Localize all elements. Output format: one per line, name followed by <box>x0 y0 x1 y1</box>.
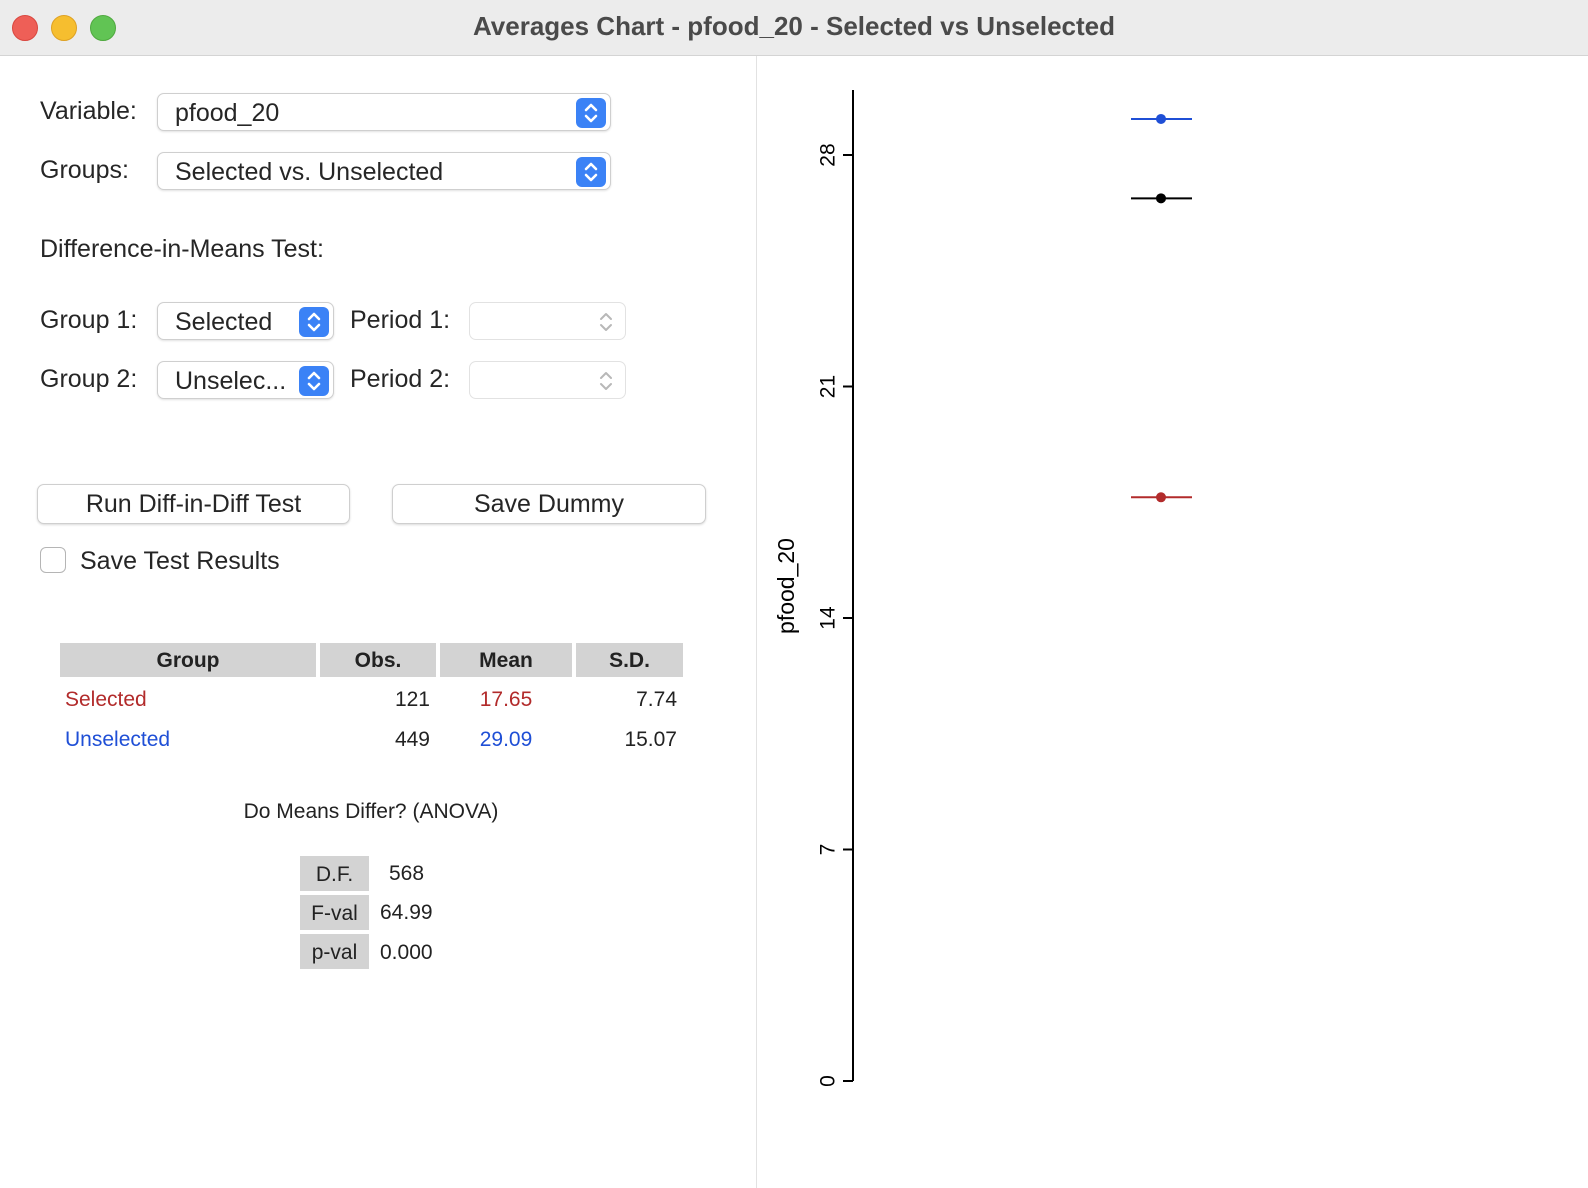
table-header-group: Group <box>60 643 316 677</box>
save-test-results-label: Save Test Results <box>80 547 280 575</box>
groups-select-value: Selected vs. Unselected <box>175 158 444 186</box>
group2-select-value: Unselec... <box>175 367 287 395</box>
groups-select[interactable]: Selected vs. Unselected <box>157 152 611 190</box>
groups-label: Groups: <box>40 156 129 184</box>
group1-select[interactable]: Selected <box>157 302 334 340</box>
table-row-selected-sd: 7.74 <box>636 688 677 711</box>
table-header-obs: Obs. <box>320 643 436 677</box>
chevron-updown-icon <box>597 310 615 334</box>
anova-key-fval: F-val <box>300 895 369 930</box>
controls-pane <box>0 56 756 1188</box>
save-dummy-button[interactable]: Save Dummy <box>392 484 706 524</box>
chevron-updown-icon <box>299 307 329 337</box>
y-tick-label: 28 <box>817 143 840 166</box>
table-row-selected-group: Selected <box>65 688 147 711</box>
anova-title: Do Means Differ? (ANOVA) <box>243 800 499 823</box>
diff-means-heading: Difference-in-Means Test: <box>40 235 324 263</box>
variable-select[interactable]: pfood_20 <box>157 93 611 131</box>
group1-select-value: Selected <box>175 308 273 336</box>
title-bar: Averages Chart - pfood_20 - Selected vs … <box>0 0 1588 56</box>
table-row-selected-obs: 121 <box>394 688 430 711</box>
table-row-selected-mean: 17.65 <box>479 688 533 711</box>
y-tick-label: 0 <box>817 1075 840 1087</box>
chevron-updown-icon <box>576 98 606 128</box>
anova-value-fval: 64.99 <box>380 901 433 924</box>
y-tick-label: 14 <box>817 606 840 630</box>
period2-label: Period 2: <box>350 365 451 393</box>
mean-point-selected <box>1156 492 1166 503</box>
period1-select[interactable] <box>469 302 626 340</box>
mean-point-all <box>1156 193 1166 204</box>
variable-select-value: pfood_20 <box>175 99 280 127</box>
group2-select[interactable]: Unselec... <box>157 361 334 399</box>
pane-divider[interactable] <box>756 56 757 1188</box>
maximize-window-button[interactable] <box>90 15 116 41</box>
save-test-results-checkbox[interactable] <box>40 547 66 573</box>
run-diff-in-diff-button[interactable]: Run Diff-in-Diff Test <box>37 484 350 524</box>
y-tick-label: 7 <box>817 844 840 856</box>
period2-select[interactable] <box>469 361 626 399</box>
table-header-sd: S.D. <box>576 643 683 677</box>
chevron-updown-icon <box>597 369 615 393</box>
chevron-updown-icon <box>299 366 329 396</box>
y-axis-label: pfood_20 <box>773 538 799 634</box>
anova-value-pval: 0.000 <box>380 941 433 964</box>
table-row-unselected-sd: 15.07 <box>624 728 677 751</box>
variable-label: Variable: <box>40 97 137 125</box>
anova-value-df: 568 <box>389 862 425 885</box>
averages-chart: 0 7 14 21 28 pfood_20 <box>773 90 1192 1087</box>
chevron-updown-icon <box>576 157 606 187</box>
table-row-unselected-group: Unselected <box>65 728 171 751</box>
group2-label: Group 2: <box>40 365 138 393</box>
table-row-unselected-mean: 29.09 <box>479 728 533 751</box>
y-tick-label: 21 <box>817 375 840 398</box>
anova-key-df: D.F. <box>300 856 369 891</box>
group1-label: Group 1: <box>40 306 138 334</box>
period1-label: Period 1: <box>350 306 451 334</box>
close-window-button[interactable] <box>12 15 38 41</box>
table-header-mean: Mean <box>440 643 572 677</box>
table-row-unselected-obs: 449 <box>394 728 430 751</box>
mean-point-unselected <box>1156 113 1166 124</box>
minimize-window-button[interactable] <box>51 15 77 41</box>
anova-key-pval: p-val <box>300 934 369 969</box>
window-title: Averages Chart - pfood_20 - Selected vs … <box>472 11 1116 41</box>
